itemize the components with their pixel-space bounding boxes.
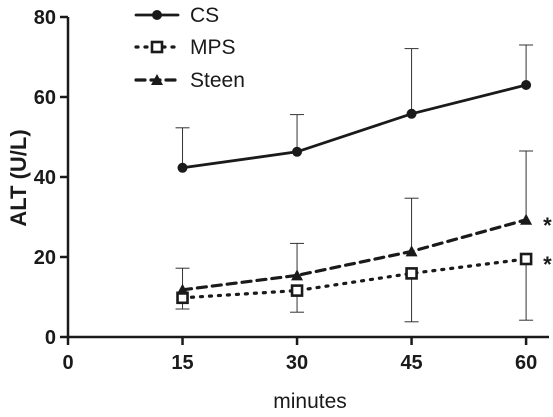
steen-data-point <box>291 269 304 281</box>
significance-asterisk: * <box>543 252 552 277</box>
legend: CS MPS Steen <box>134 4 245 92</box>
mps-data-point <box>519 252 533 266</box>
cs-data-point <box>406 108 417 119</box>
legend-label-steen: Steen <box>190 69 245 92</box>
x-tick-label: 30 <box>286 352 308 374</box>
annotations: ** <box>543 213 552 277</box>
steen-data-point <box>176 283 189 295</box>
axes: 0 20 40 60 80 0 15 30 45 60 <box>34 7 549 374</box>
legend-marker-cs <box>152 10 162 20</box>
y-tick-label: 40 <box>34 167 56 189</box>
y-tick-label: 60 <box>34 87 56 109</box>
series-lines <box>180 83 528 300</box>
x-tick-label: 60 <box>515 352 537 374</box>
series-markers <box>176 80 533 305</box>
legend-marker-mps <box>150 40 164 54</box>
y-tick-label: 80 <box>34 7 56 29</box>
x-tick-label: 0 <box>62 352 73 374</box>
mps-series-line <box>180 257 528 300</box>
mps-data-point <box>405 267 418 280</box>
legend-label-cs: CS <box>190 4 219 27</box>
cs-data-point <box>521 80 532 90</box>
cs-data-point <box>292 146 303 157</box>
y-tick-label: 0 <box>45 327 56 349</box>
legend-label-mps: MPS <box>190 36 236 59</box>
steen-data-point <box>405 245 418 257</box>
x-tick-label: 15 <box>171 352 193 374</box>
mps-data-point <box>290 284 304 297</box>
cs-data-point <box>177 162 188 173</box>
significance-asterisk: * <box>543 213 552 238</box>
y-tick-label: 20 <box>34 247 56 269</box>
legend-marker-steen <box>151 74 163 85</box>
steen-series-line <box>180 218 528 292</box>
x-axis-label: minutes <box>273 390 347 413</box>
x-tick-label: 45 <box>400 352 422 374</box>
steen-data-point <box>520 213 533 225</box>
cs-series-line <box>181 83 528 170</box>
y-axis-label: ALT (U/L) <box>6 129 31 226</box>
